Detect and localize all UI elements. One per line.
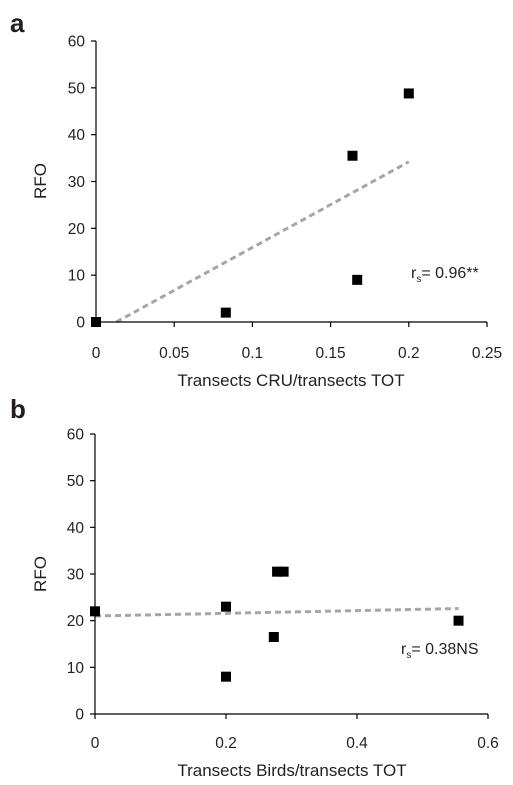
panel-a-trendline	[115, 160, 410, 324]
panel-a-y-tick-label: 0	[76, 315, 85, 332]
panel-a-x-tick-label: 0.2	[398, 345, 420, 362]
panel-a-y-tick-label: 20	[68, 221, 86, 238]
panel-b-x-tick-label: 0.6	[477, 735, 499, 752]
panel-b-y-tick-label: 40	[67, 520, 85, 537]
panel-a-y-tick-label: 10	[68, 268, 86, 285]
panel-a-stat-subscript: s	[416, 274, 421, 285]
panel-b-y-tick-label: 10	[67, 660, 85, 677]
panel-a-y-tick-label: 50	[68, 80, 86, 97]
panel-b-x-tick-label: 0.4	[346, 735, 368, 752]
panel-a-y-tick-label: 40	[68, 127, 86, 144]
panel-a-y-axis-title: RFO	[31, 163, 50, 199]
panel-a-data-point	[403, 88, 414, 99]
panel-b-data-point	[221, 601, 231, 612]
panel-a-stat-symbol: r	[411, 265, 417, 282]
panel-b-ticks: 0 10 20 30 40 50 60 0 0.2 0.4 0.6	[67, 427, 499, 753]
panel-b-trendline-group	[94, 607, 459, 618]
panel-a-data-point	[220, 307, 231, 318]
panel-b-stat-subscript: s	[406, 650, 411, 661]
panel-b: b 0 10 20 30 40 50 60 0 0.2 0.4 0.6 Transects Bird…	[10, 394, 499, 780]
panel-a: a 0 10 20 30 40 50 60 0 0.05 0.1 0.15 0.2 0.25 Trans…	[10, 8, 502, 390]
panel-a-data-point	[352, 274, 363, 285]
panel-b-data-point	[278, 566, 289, 577]
panel-a-y-tick-label: 60	[68, 34, 86, 51]
panel-a-x-axis-title: Transects CRU/transects TOT	[177, 371, 404, 390]
panel-b-y-tick-label: 50	[67, 473, 85, 490]
panel-b-x-tick-label: 0.2	[215, 735, 237, 752]
panel-a-x-tick-label: 0.1	[242, 345, 264, 362]
panel-a-x-tick-label: 0	[92, 345, 101, 362]
panel-a-trendline-group	[115, 160, 410, 324]
panel-a-stat-value: = 0.96**	[421, 265, 478, 282]
panel-b-y-axis-title: RFO	[31, 556, 50, 592]
panel-b-y-tick-label: 20	[67, 613, 85, 630]
panel-a-data-point	[347, 150, 358, 161]
panel-a-x-tick-label: 0.25	[472, 345, 502, 362]
panel-b-y-tick-label: 60	[67, 427, 85, 444]
panel-b-trendline	[94, 607, 459, 618]
panel-b-letter: b	[10, 394, 26, 424]
panel-b-y-tick-label: 30	[67, 567, 85, 584]
panel-b-stat-symbol: r	[401, 641, 407, 658]
panel-b-x-axis-title: Transects Birds/transects TOT	[177, 761, 406, 780]
panel-b-stat-annotation: rs= 0.38NS	[401, 641, 478, 661]
panel-a-ticks: 0 10 20 30 40 50 60 0 0.05 0.1 0.15 0.2 0.25	[68, 34, 502, 363]
panel-b-data-point	[268, 632, 279, 642]
panel-a-stat-annotation: rs= 0.96**	[411, 265, 479, 285]
panel-b-y-tick-label: 0	[75, 707, 84, 724]
panel-a-letter: a	[10, 8, 25, 38]
panel-a-x-tick-label: 0.15	[316, 345, 346, 362]
panel-b-data-point	[272, 566, 283, 577]
panel-b-data-point	[221, 671, 231, 682]
panel-b-stat-value: = 0.38NS	[411, 641, 478, 658]
panel-a-x-tick-label: 0.05	[159, 345, 189, 362]
panel-b-x-tick-label: 0	[91, 735, 100, 752]
panel-b-points	[90, 566, 464, 682]
panel-a-points	[91, 88, 414, 327]
panel-b-data-point	[453, 615, 464, 626]
panel-a-y-tick-label: 30	[68, 174, 86, 191]
